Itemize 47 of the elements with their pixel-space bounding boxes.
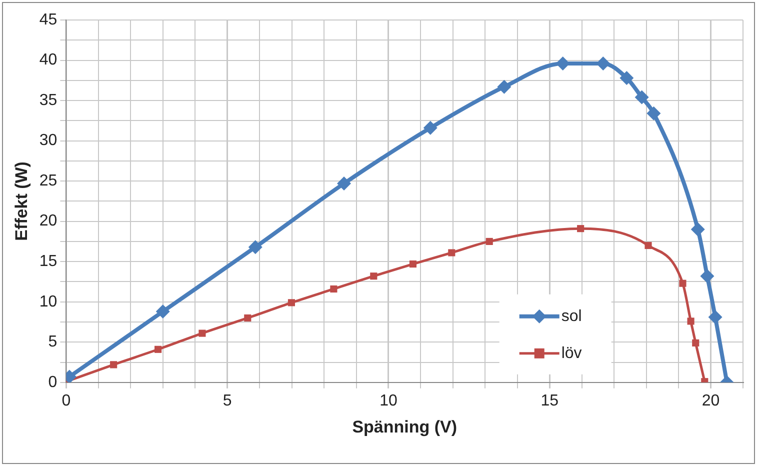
y-tick-label: 45 [39, 11, 58, 28]
y-tick-label: 15 [39, 253, 58, 270]
point [692, 339, 700, 346]
y-tick-label: 0 [48, 374, 58, 391]
point [700, 269, 714, 284]
y-tick-label: 40 [39, 52, 58, 69]
x-tick-label: 0 [62, 392, 71, 410]
point [634, 90, 649, 104]
point [708, 310, 722, 324]
y-tick-label: 20 [39, 212, 58, 230]
point [497, 80, 512, 94]
point [370, 272, 378, 280]
x-tick-label: 20 [702, 392, 720, 410]
point [337, 176, 352, 190]
point [486, 238, 493, 245]
point [679, 280, 686, 287]
y-axis-title: Effekt (W) [12, 162, 31, 241]
point [644, 242, 652, 250]
y-tick-label: 30 [39, 132, 58, 150]
point [687, 318, 694, 325]
point [646, 106, 661, 120]
point [577, 225, 584, 232]
point [423, 120, 438, 135]
point [596, 56, 610, 70]
x-tick-label: 10 [380, 392, 398, 410]
point [409, 260, 417, 268]
point [248, 240, 262, 254]
point [198, 330, 206, 337]
legend-label: löv [561, 344, 582, 362]
point [556, 56, 570, 70]
point [110, 361, 118, 368]
y-tick-label: 35 [39, 92, 58, 109]
x-axis-title: Spänning (V) [352, 417, 458, 436]
point [154, 346, 162, 353]
point [244, 314, 252, 322]
y-tick-label: 10 [39, 293, 58, 310]
y-tick-label: 5 [48, 334, 58, 351]
legend-label: sol [561, 308, 582, 325]
point [288, 299, 296, 306]
point [690, 222, 705, 236]
point [620, 70, 634, 85]
point [156, 304, 170, 319]
point [448, 249, 456, 256]
y-tick-label: 25 [39, 172, 58, 190]
x-tick-label: 15 [540, 392, 559, 410]
x-tick-label: 5 [222, 392, 232, 410]
point [330, 285, 338, 293]
